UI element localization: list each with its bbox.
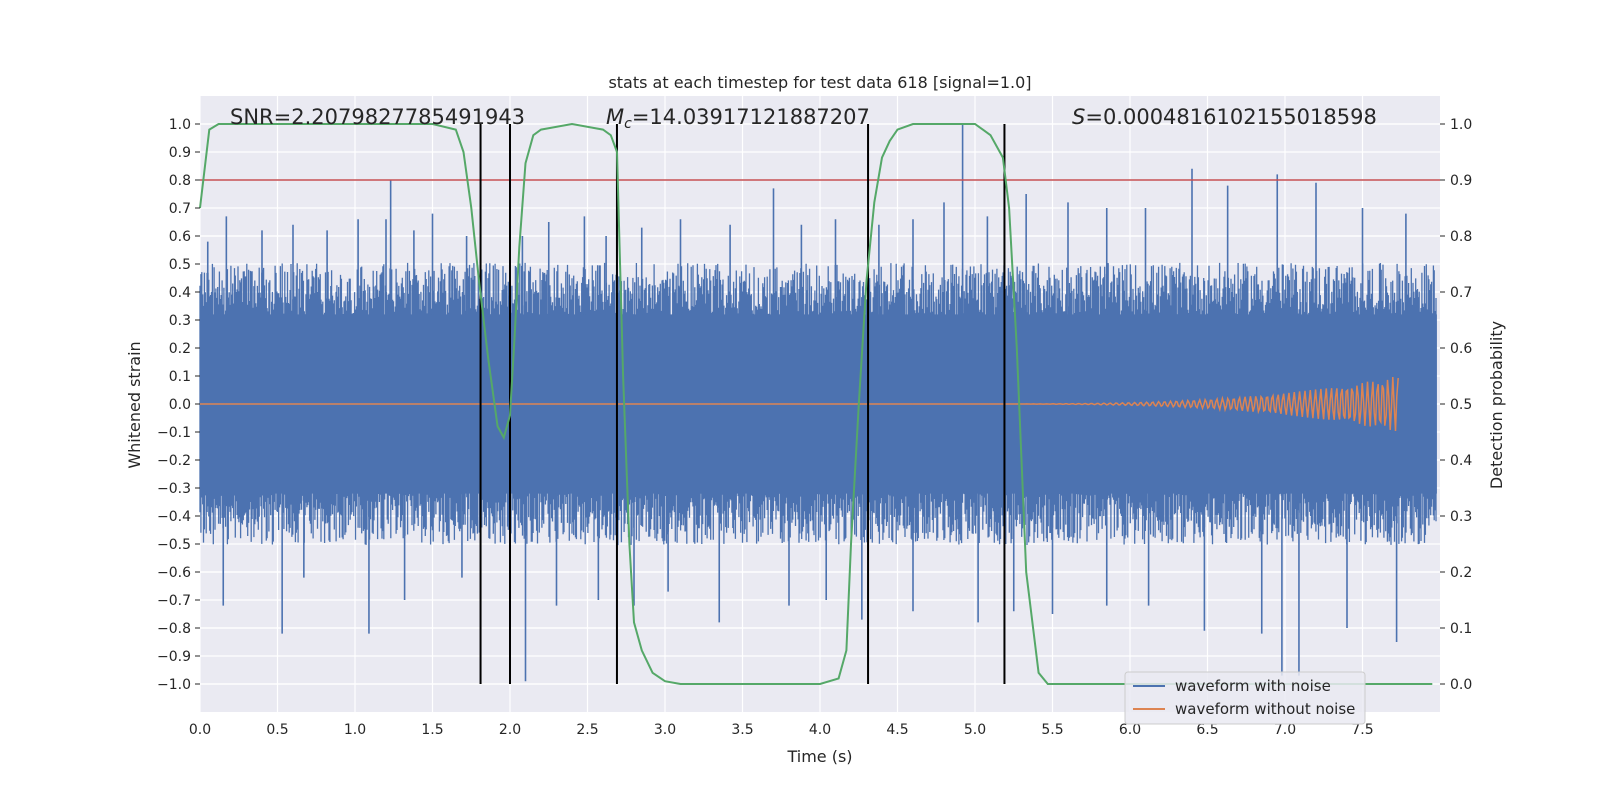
y2-tick-label: 0.3 [1450, 509, 1472, 525]
x-tick-label: 0.5 [266, 722, 288, 738]
x-tick-label: 0.0 [189, 722, 211, 738]
x-tick-label: 6.5 [1196, 722, 1218, 738]
y-tick-label: −0.6 [157, 565, 191, 581]
y-tick-label: −0.5 [157, 537, 191, 553]
y-tick-label: −1.0 [157, 677, 191, 693]
y2-tick-label: 0.1 [1450, 621, 1472, 637]
y2-tick-label: 0.4 [1450, 453, 1472, 469]
y-tick-label: −0.3 [157, 481, 191, 497]
x-tick-label: 1.5 [421, 722, 443, 738]
y-tick-label: 0.4 [169, 285, 191, 301]
y-tick-label: −0.9 [157, 649, 191, 665]
x-tick-label: 7.5 [1351, 722, 1373, 738]
x-tick-label: 5.0 [964, 722, 986, 738]
x-tick-label: 4.5 [886, 722, 908, 738]
y-tick-label: −0.1 [157, 425, 191, 441]
chart-title: stats at each timestep for test data 618… [608, 73, 1031, 92]
chirp-mass-value: =14.03917121887207 [632, 105, 870, 129]
y-tick-label: −0.7 [157, 593, 191, 609]
x-axis-ticks: 0.0 0.5 1.0 1.5 2.0 2.5 3.0 3.5 4.0 4.5 5.0 5.5 6.0 6… [189, 722, 1374, 738]
y2-tick-label: 0.6 [1450, 341, 1472, 357]
y2-tick-label: 0.8 [1450, 229, 1472, 245]
x-tick-label: 3.0 [654, 722, 676, 738]
y-tick-label: −0.4 [157, 509, 191, 525]
y2-axis-label: Detection probability [1487, 321, 1506, 489]
y-tick-label: 1.0 [169, 117, 191, 133]
y-axis-ticks: 1.0 0.9 0.8 0.7 0.6 0.5 0.4 0.3 0.2 0.1 0.0 −0.1 −0.… [157, 117, 200, 693]
y2-tick-label: 0.9 [1450, 173, 1472, 189]
legend-label-clean: waveform without noise [1175, 700, 1355, 718]
legend-box [1124, 671, 1366, 725]
y-tick-label: 0.6 [169, 229, 191, 245]
waveform-without-noise-series [200, 376, 1399, 432]
x-tick-label: 4.0 [809, 722, 831, 738]
x-tick-label: 7.0 [1274, 722, 1296, 738]
chirp-path [200, 376, 1399, 432]
y2-tick-label: 0.5 [1450, 397, 1472, 413]
y2-tick-label: 0.2 [1450, 565, 1472, 581]
legend-label-noise: waveform with noise [1175, 677, 1331, 695]
y-tick-label: −0.2 [157, 453, 191, 469]
y-tick-label: 0.7 [169, 201, 191, 217]
s-symbol: S [1072, 105, 1085, 129]
x-tick-label: 2.0 [499, 722, 521, 738]
detection-probability-line [199, 122, 1433, 685]
x-tick-label: 3.5 [731, 722, 753, 738]
y2-tick-label: 1.0 [1450, 117, 1472, 133]
s-value: =0.0004816102155018598 [1085, 105, 1377, 129]
chirp-mass-annotation: Mc=14.03917121887207 [606, 105, 870, 132]
y-tick-label: 0.0 [169, 397, 191, 413]
x-tick-label: 6.0 [1119, 722, 1141, 738]
y-tick-label: 0.5 [169, 257, 191, 273]
y2-tick-label: 0.7 [1450, 285, 1472, 301]
chirp-mass-subscript: c [624, 116, 632, 132]
y2-axis-ticks: 1.0 0.9 0.8 0.7 0.6 0.5 0.4 0.3 0.2 0.1 0.0 [1440, 117, 1472, 693]
y-tick-label: −0.8 [157, 621, 191, 637]
x-axis-label: Time (s) [786, 747, 852, 766]
y2-tick-label: 0.0 [1450, 677, 1472, 693]
y-tick-label: 0.1 [169, 369, 191, 385]
y-axis-label: Whitened strain [125, 341, 144, 468]
y-tick-label: 0.9 [169, 145, 191, 161]
chirp-mass-symbol: M [606, 105, 624, 129]
x-tick-label: 1.0 [344, 722, 366, 738]
s-annotation: S=0.0004816102155018598 [1072, 105, 1377, 129]
legend: waveform with noise waveform without noi… [1124, 671, 1366, 725]
snr-annotation: SNR=2.2079827785491943 [230, 105, 525, 129]
y-tick-label: 0.2 [169, 341, 191, 357]
x-tick-label: 5.5 [1041, 722, 1063, 738]
x-tick-label: 2.5 [576, 722, 598, 738]
y-tick-label: 0.8 [169, 173, 191, 189]
y-tick-label: 0.3 [169, 313, 191, 329]
